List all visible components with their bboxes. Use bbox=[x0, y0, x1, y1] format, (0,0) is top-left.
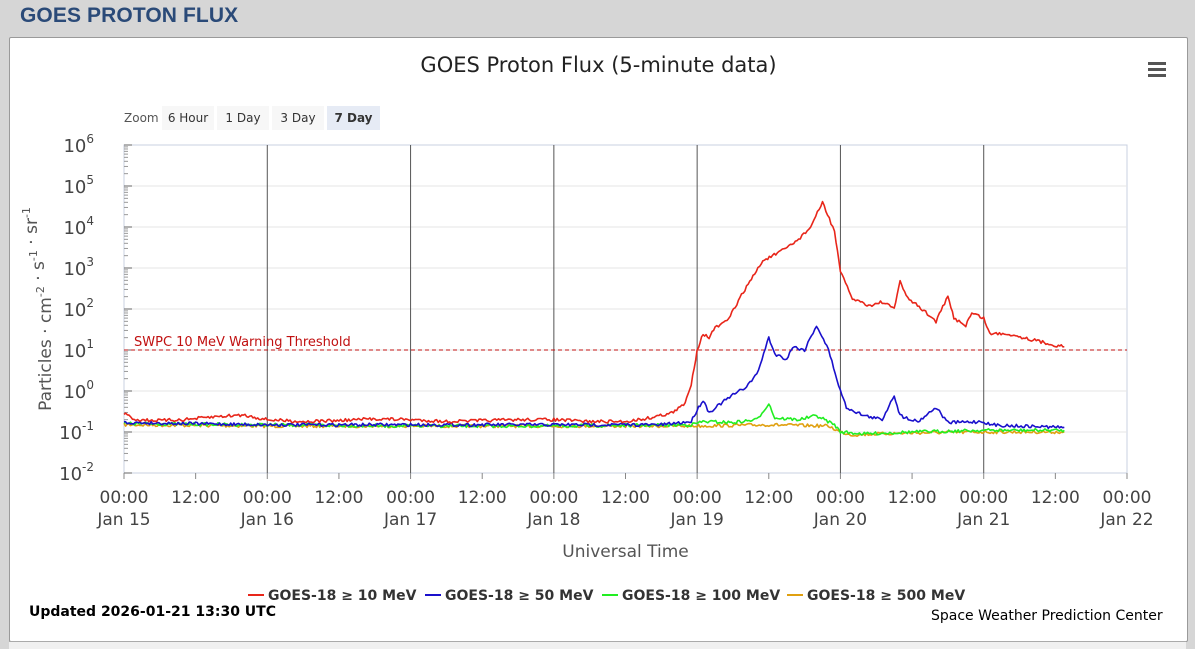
x-tick-time-label: 12:00 bbox=[171, 488, 220, 508]
x-tick-date-label: Jan 20 bbox=[813, 510, 867, 530]
threshold-label: SWPC 10 MeV Warning Threshold bbox=[134, 335, 351, 350]
y-tick-label: 10-2 bbox=[59, 460, 94, 485]
chart-title: GOES Proton Flux (5-minute data) bbox=[420, 53, 777, 77]
updated-timestamp: Updated 2026-01-21 13:30 UTC bbox=[29, 604, 276, 620]
zoom-label: Zoom bbox=[124, 111, 159, 125]
y-tick-label: 101 bbox=[63, 337, 94, 362]
x-tick-time-label: 00:00 bbox=[386, 488, 435, 508]
series-line-1 bbox=[123, 200, 1065, 424]
legend-label: GOES-18 ≥ 10 MeV bbox=[268, 588, 417, 604]
x-tick-time-label: 00:00 bbox=[243, 488, 292, 508]
x-tick-date-label: Jan 22 bbox=[1099, 510, 1153, 530]
zoom-3-day-button[interactable]: 3 Day bbox=[272, 106, 324, 130]
x-tick-date-label: Jan 15 bbox=[96, 510, 150, 530]
legend-label: GOES-18 ≥ 500 MeV bbox=[807, 588, 965, 604]
x-tick-time-label: 12:00 bbox=[888, 488, 937, 508]
x-tick-date-label: Jan 18 bbox=[526, 510, 580, 530]
legend-item[interactable]: GOES-18 ≥ 50 MeV bbox=[425, 588, 594, 604]
y-tick-label: 100 bbox=[63, 378, 94, 403]
y-tick-label: 106 bbox=[63, 132, 94, 157]
chart-panel: GOES Proton Flux (5-minute data) Zoom 6 … bbox=[9, 37, 1188, 642]
x-tick-time-label: 12:00 bbox=[744, 488, 793, 508]
x-tick-time-label: 12:00 bbox=[314, 488, 363, 508]
x-tick-date-label: Jan 16 bbox=[240, 510, 294, 530]
legend-item[interactable]: GOES-18 ≥ 500 MeV bbox=[787, 588, 965, 604]
legend-label: GOES-18 ≥ 50 MeV bbox=[445, 588, 594, 604]
y-tick-label: 105 bbox=[63, 173, 94, 198]
legend-item[interactable]: GOES-18 ≥ 10 MeV bbox=[248, 588, 417, 604]
x-tick-time-label: 00:00 bbox=[100, 488, 149, 508]
x-axis-title: Universal Time bbox=[562, 542, 688, 562]
zoom-1-day-button[interactable]: 1 Day bbox=[217, 106, 269, 130]
y-tick-label: 103 bbox=[63, 255, 94, 280]
legend-label: GOES-18 ≥ 100 MeV bbox=[622, 588, 780, 604]
zoom-6-hour-button[interactable]: 6 Hour bbox=[162, 106, 214, 130]
x-tick-time-label: 00:00 bbox=[816, 488, 865, 508]
x-tick-time-label: 00:00 bbox=[1103, 488, 1152, 508]
next-panel-edge bbox=[9, 641, 1186, 649]
series-line-2 bbox=[123, 325, 1065, 430]
credit-text: Space Weather Prediction Center bbox=[931, 608, 1163, 624]
x-tick-time-label: 00:00 bbox=[529, 488, 578, 508]
legend-item[interactable]: GOES-18 ≥ 100 MeV bbox=[602, 588, 780, 604]
x-tick-date-label: Jan 17 bbox=[383, 510, 437, 530]
page-title: GOES PROTON FLUX bbox=[20, 4, 239, 27]
x-tick-time-label: 12:00 bbox=[458, 488, 507, 508]
y-tick-label: 102 bbox=[63, 296, 94, 321]
x-tick-time-label: 12:00 bbox=[1031, 488, 1080, 508]
x-tick-date-label: Jan 19 bbox=[670, 510, 724, 530]
x-tick-time-label: 00:00 bbox=[959, 488, 1008, 508]
y-axis-title: Particles · cm-2 · s-1 · sr-1 bbox=[20, 207, 56, 411]
y-tick-label: 10-1 bbox=[59, 419, 94, 444]
hamburger-menu-icon[interactable] bbox=[1148, 62, 1166, 78]
x-tick-date-label: Jan 21 bbox=[956, 510, 1010, 530]
x-tick-time-label: 00:00 bbox=[673, 488, 722, 508]
x-tick-time-label: 12:00 bbox=[601, 488, 650, 508]
y-tick-label: 104 bbox=[63, 214, 94, 239]
zoom-7-day-button[interactable]: 7 Day bbox=[327, 106, 380, 130]
